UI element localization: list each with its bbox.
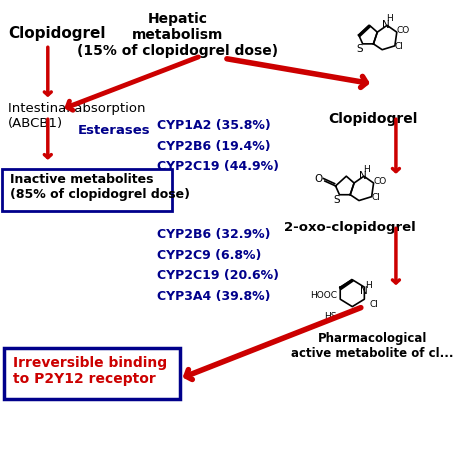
Text: CO: CO [397, 26, 410, 35]
Text: CYP2B6 (19.4%): CYP2B6 (19.4%) [157, 139, 271, 153]
Text: Irreversible binding
to P2Y12 receptor: Irreversible binding to P2Y12 receptor [13, 356, 167, 386]
Text: HOOC: HOOC [310, 291, 337, 300]
Text: CYP2C19 (20.6%): CYP2C19 (20.6%) [157, 270, 279, 283]
Text: Cl: Cl [372, 193, 381, 202]
Text: Inactive metabolites
(85% of clopidogrel dose): Inactive metabolites (85% of clopidogrel… [10, 173, 190, 201]
Text: CYP2C9 (6.8%): CYP2C9 (6.8%) [157, 248, 261, 262]
Bar [2, 169, 172, 211]
Text: N: N [361, 286, 368, 296]
Text: CYP2B6 (32.9%): CYP2B6 (32.9%) [157, 228, 270, 241]
Text: O: O [314, 174, 322, 184]
Text: Esterases: Esterases [78, 124, 151, 137]
Text: 2-oxo-clopidogrel: 2-oxo-clopidogrel [283, 221, 415, 234]
Text: H: H [387, 14, 393, 23]
Text: CYP2C19 (44.9%): CYP2C19 (44.9%) [157, 160, 279, 173]
Text: H: H [365, 281, 373, 290]
Text: N: N [359, 171, 367, 181]
Text: CYP3A4 (39.8%): CYP3A4 (39.8%) [157, 291, 270, 303]
Text: S: S [333, 195, 340, 205]
Text: Cl: Cl [395, 42, 404, 51]
Text: CYP1A2 (35.8%): CYP1A2 (35.8%) [157, 118, 271, 132]
Bar [4, 348, 180, 400]
Text: Pharmacological
active metabolite of cl...: Pharmacological active metabolite of cl.… [292, 332, 454, 360]
Text: S: S [356, 44, 363, 54]
Text: H: H [364, 165, 370, 174]
Text: Clopidogrel: Clopidogrel [9, 26, 106, 41]
Text: HS: HS [324, 312, 337, 321]
Text: N: N [382, 20, 390, 30]
Text: Hepatic
metabolism
(15% of clopidogrel dose): Hepatic metabolism (15% of clopidogrel d… [77, 12, 278, 58]
Text: Cl: Cl [370, 300, 379, 309]
Text: Intestinal absorption
(ABCB1): Intestinal absorption (ABCB1) [9, 102, 146, 130]
Text: CO: CO [374, 177, 387, 185]
Text: Clopidogrel: Clopidogrel [328, 112, 418, 126]
